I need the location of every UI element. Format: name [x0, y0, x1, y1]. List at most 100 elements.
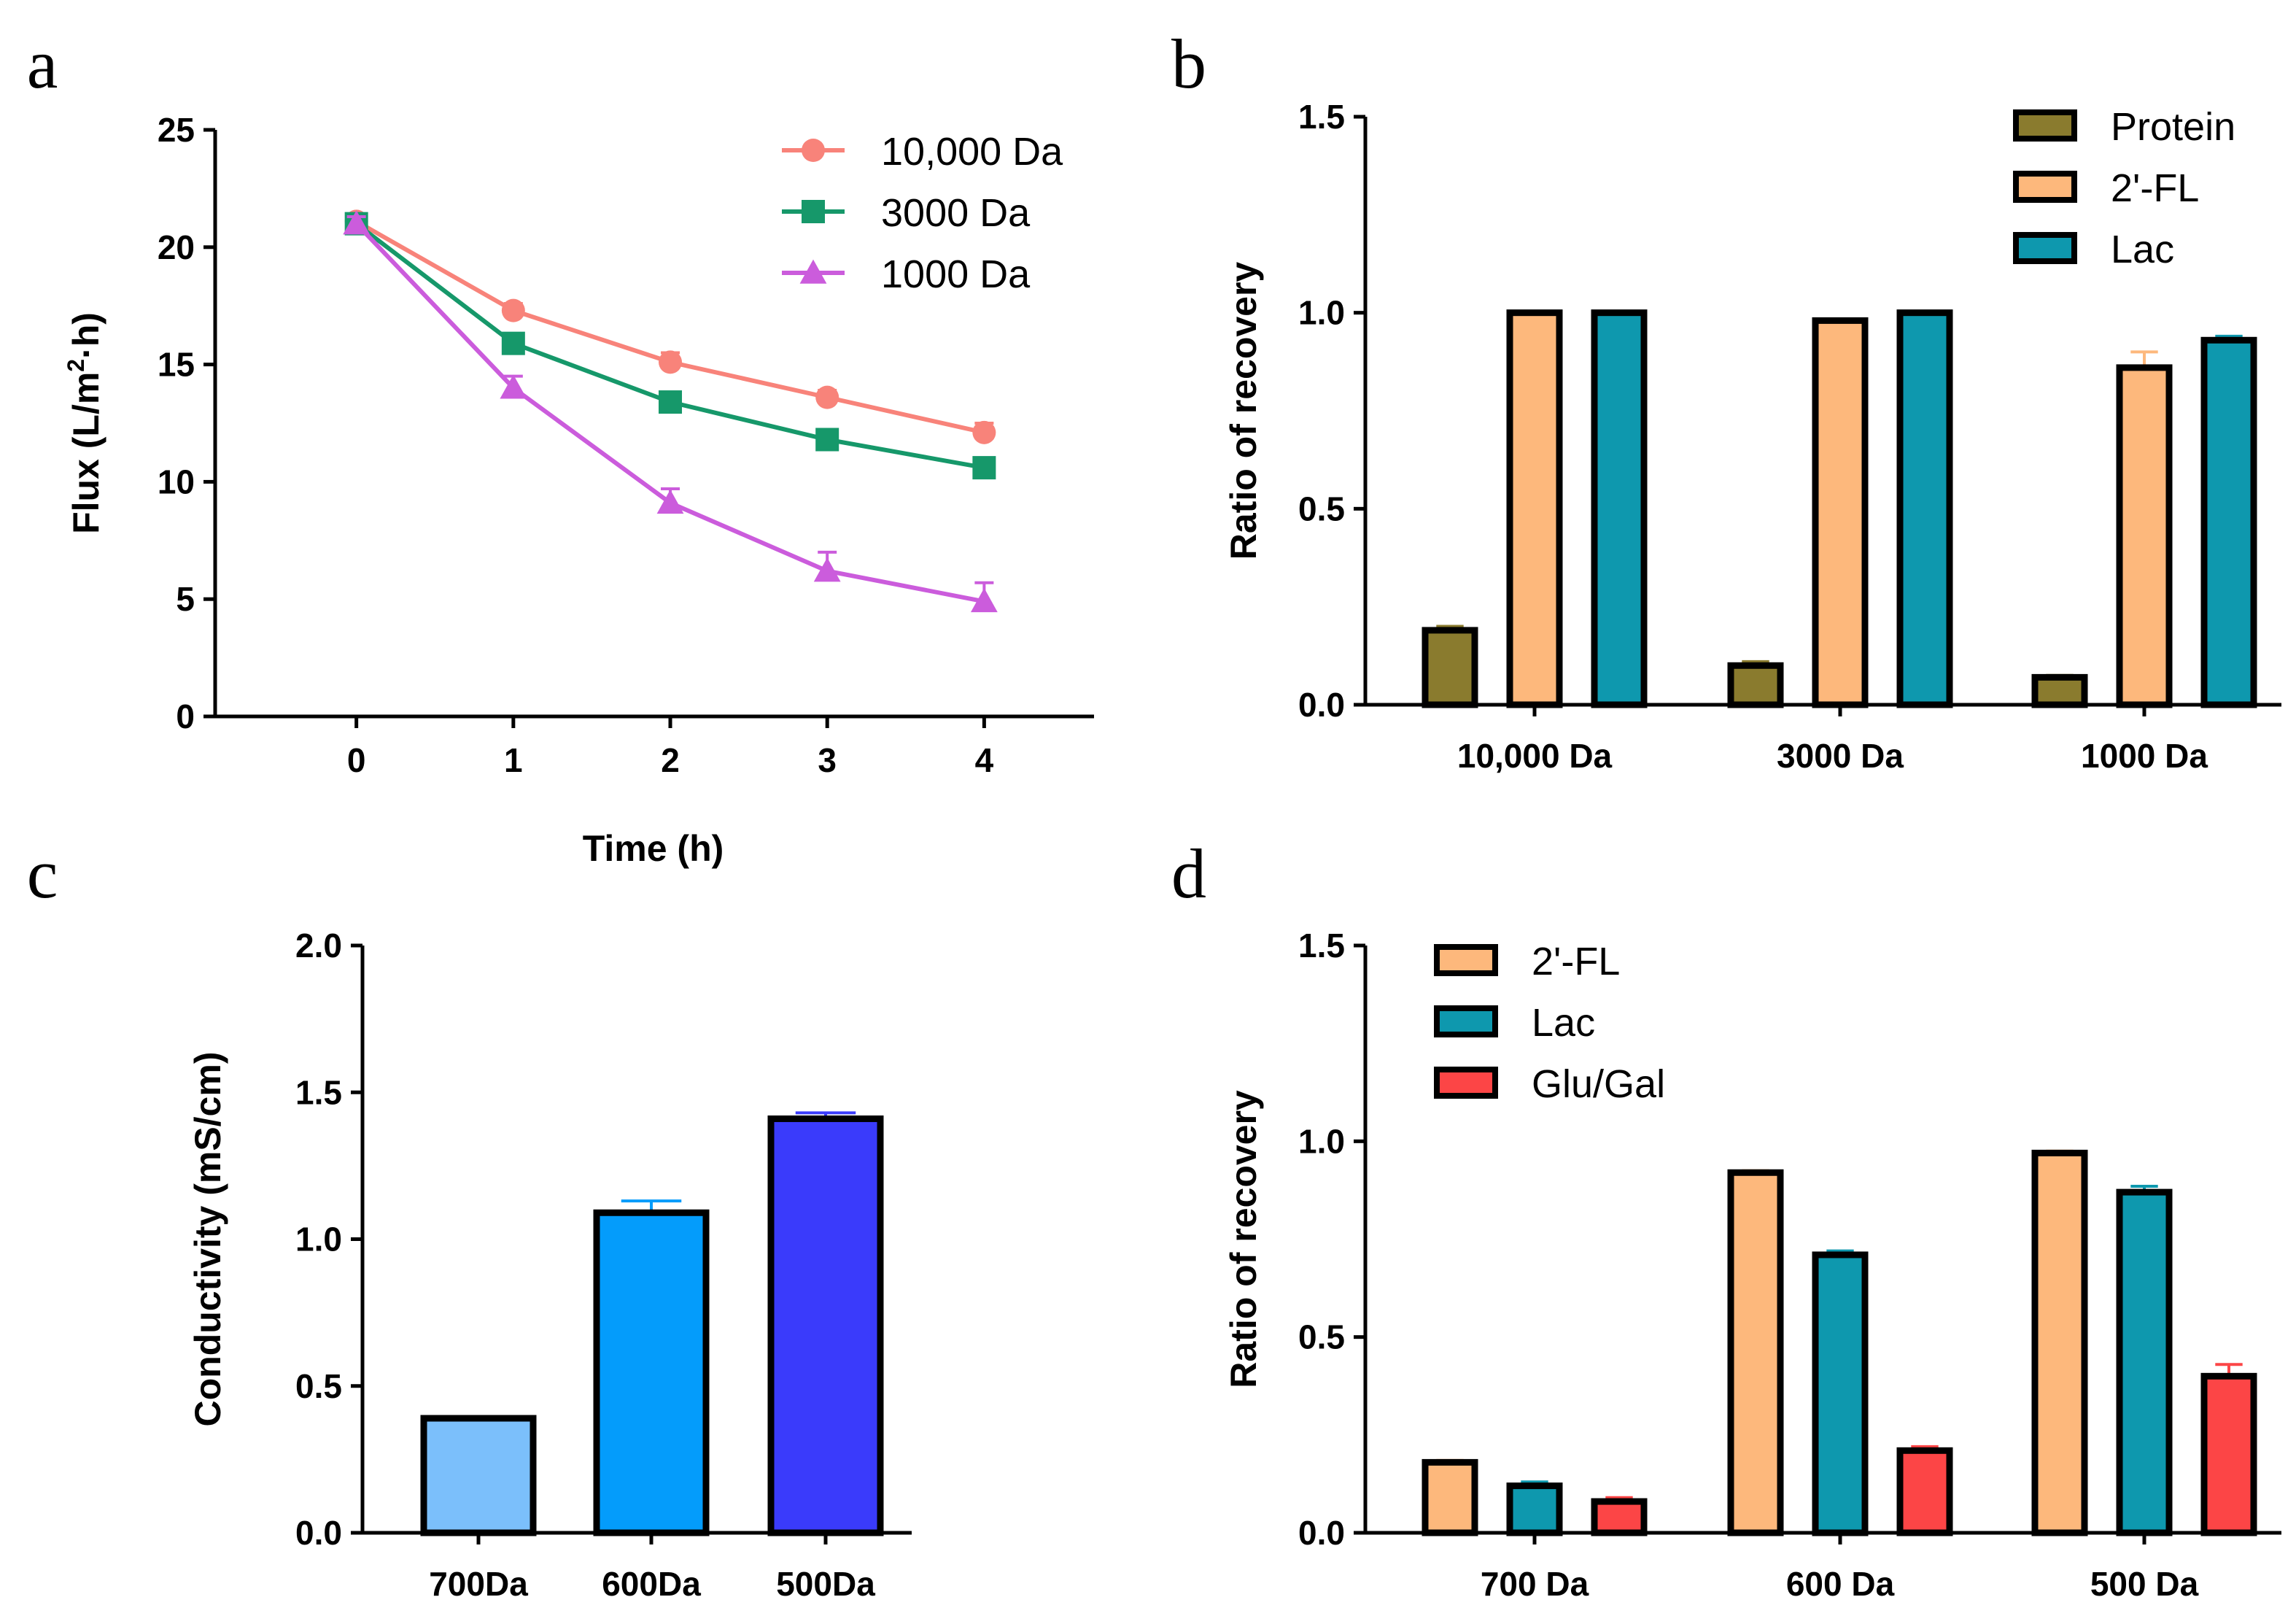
data-point	[972, 456, 996, 480]
bar	[1896, 309, 1953, 708]
y-tick-label: 1.5	[295, 1073, 342, 1111]
y-tick-label: 0.5	[1298, 1318, 1345, 1356]
bar	[2200, 1372, 2257, 1536]
bar	[2116, 364, 2173, 708]
y-axis-label: Flux (L/m2·h)	[63, 312, 106, 534]
x-tick-label: 600Da	[602, 1565, 701, 1603]
y-tick-label: 1.0	[295, 1221, 342, 1258]
y-axis-label: Ratio of recovery	[1223, 262, 1264, 560]
bar	[1591, 309, 1648, 708]
y-tick-label: 0.5	[295, 1367, 342, 1405]
panel-letter-d: d	[1171, 835, 1206, 913]
bar	[2031, 1149, 2088, 1536]
panel-b-bar-chart: 0.0 0.5 1.0 1.5 Ratio of recovery 10,000 Da 30…	[1223, 98, 2281, 775]
bar	[2116, 1188, 2173, 1536]
x-tick-label: 1	[504, 741, 523, 779]
y-tick-label: 0.0	[1298, 1514, 1345, 1552]
x-tick-label: 700Da	[429, 1565, 528, 1603]
legend-label: Glu/Gal	[1532, 1062, 1665, 1106]
y-tick-label: 1.5	[1298, 98, 1345, 136]
data-point	[501, 298, 525, 322]
bar	[1506, 309, 1563, 708]
x-tick-label: 600 Da	[1786, 1565, 1895, 1603]
data-point	[659, 390, 683, 414]
bar	[1506, 1482, 1563, 1536]
x-axis-label: Time (h)	[583, 828, 724, 869]
y-axis-label-superscript: 2	[63, 359, 89, 372]
legend-marker	[802, 139, 825, 162]
panel-letter-c: c	[27, 835, 58, 913]
legend-marker	[802, 200, 825, 223]
panel-d-bar-chart: 0.0 0.5 1.0 1.5 Ratio of recovery 700 Da 600 D…	[1223, 927, 2281, 1603]
y-tick-label: 5	[176, 580, 195, 618]
x-tick-label: 500 Da	[2090, 1565, 2199, 1603]
y-tick-label: 25	[158, 111, 195, 149]
panel-c-bar-chart: 0.0 0.5 1.0 1.5 2.0 Conductivity (mS/cm) 700Da…	[187, 927, 912, 1603]
legend-label: Lac	[1532, 1001, 1595, 1045]
data-point	[970, 588, 998, 613]
panel-letter-b: b	[1171, 25, 1206, 103]
x-tick-label: 4	[975, 741, 994, 779]
bar	[1727, 1169, 1784, 1536]
bar	[2031, 673, 2088, 708]
legend-label: 2'-FL	[2111, 166, 2199, 210]
data-point	[659, 350, 683, 374]
y-tick-label: 0	[176, 697, 195, 735]
data-point	[815, 428, 839, 452]
bar	[1727, 662, 1784, 708]
bar	[1896, 1447, 1953, 1536]
legend-marker	[799, 259, 827, 284]
legend-label: 2'-FL	[1532, 940, 1620, 983]
legend-label: 3000 Da	[881, 191, 1031, 235]
y-tick-label: 0.5	[1298, 490, 1345, 527]
y-tick-label: 2.0	[295, 927, 342, 964]
y-tick-label: 20	[158, 228, 195, 266]
legend-label: 10,000 Da	[881, 130, 1063, 174]
x-tick-label: 3000 Da	[1777, 737, 1904, 775]
bar	[1591, 1498, 1648, 1536]
x-tick-label: 2	[661, 741, 680, 779]
legend-swatch	[2013, 109, 2077, 142]
y-tick-label: 15	[158, 346, 195, 384]
data-point	[813, 557, 841, 582]
legend-swatch	[2013, 232, 2077, 264]
x-tick-label: 700 Da	[1481, 1565, 1589, 1603]
bar	[593, 1209, 710, 1536]
legend-label: Lac	[2111, 228, 2174, 271]
data-point	[656, 489, 684, 514]
data-point	[501, 331, 525, 355]
y-tick-label: 0.0	[295, 1514, 342, 1552]
x-tick-label: 1000 Da	[2081, 737, 2208, 775]
data-point	[343, 210, 371, 235]
legend-label: 1000 Da	[881, 252, 1031, 296]
legend-swatch	[2013, 171, 2077, 203]
x-tick-label: 10,000 Da	[1457, 737, 1613, 775]
legend-label: Protein	[2111, 105, 2235, 149]
y-axis-label-text: ·h)	[66, 312, 106, 359]
bar	[1812, 1251, 1869, 1536]
y-tick-label: 1.0	[1298, 1122, 1345, 1160]
data-point	[972, 420, 996, 444]
legend-swatch	[1434, 1005, 1498, 1037]
data-point	[815, 385, 839, 409]
bar	[2200, 336, 2257, 708]
y-tick-label: 1.5	[1298, 927, 1345, 964]
y-tick-label: 1.0	[1298, 294, 1345, 332]
bar	[767, 1115, 884, 1536]
data-point	[500, 374, 527, 399]
bar	[1812, 317, 1869, 708]
y-axis-label: Conductivity (mS/cm)	[187, 1052, 228, 1427]
y-tick-label: 0.0	[1298, 686, 1345, 724]
legend-swatch	[1434, 944, 1498, 976]
x-tick-label: 0	[347, 741, 366, 779]
panel-letter-a: a	[27, 25, 58, 103]
bar	[420, 1415, 537, 1536]
y-tick-label: 10	[158, 463, 195, 500]
legend-swatch	[1434, 1067, 1498, 1099]
y-axis-label-text: Flux (L/m	[66, 372, 106, 534]
bar	[1422, 1458, 1478, 1536]
bar	[1422, 627, 1478, 708]
x-tick-label: 500Da	[776, 1565, 875, 1603]
